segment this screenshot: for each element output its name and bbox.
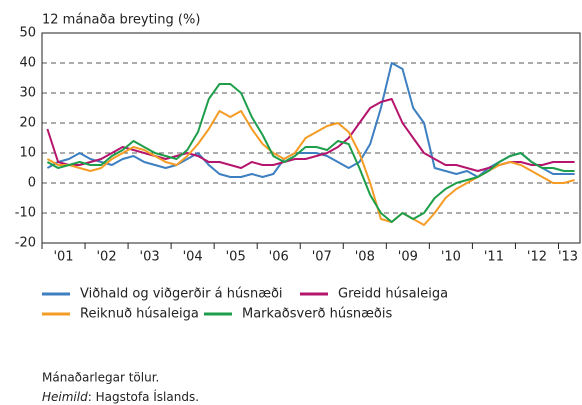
x-tick-label: '07 [312, 250, 332, 265]
x-tick-label: '06 [269, 250, 289, 265]
source: Heimild: Hagstofa Íslands. [42, 389, 199, 404]
y-tick-label: 10 [19, 146, 36, 161]
series-line [46, 83, 575, 223]
legend-label: Viðhald og viðgerðir á húsnæði [80, 287, 283, 302]
plot-frame [41, 32, 581, 244]
x-tick-label: '04 [183, 250, 203, 265]
y-axis-title: 12 mánaða breyting (%) [42, 13, 200, 28]
legend-label: Markaðsverð húsnæðis [242, 307, 392, 322]
source-text: : Hagstofa Íslands. [88, 389, 199, 404]
y-tick-label: 50 [19, 26, 36, 41]
y-tick-label: 40 [19, 56, 36, 71]
x-tick-label: '01 [53, 250, 73, 265]
x-tick-label: '09 [398, 250, 418, 265]
x-tick-label: '10 [441, 250, 461, 265]
legend-label: Reiknuð húsaleiga [80, 307, 199, 322]
x-tick-label: '05 [226, 250, 246, 265]
x-tick-label: '02 [96, 250, 116, 265]
series-line [46, 110, 575, 226]
legend-label: Greidd húsaleiga [338, 287, 448, 302]
y-tick-label: 30 [19, 86, 36, 101]
y-tick-label: 0 [28, 176, 36, 191]
x-tick-label: '12 [527, 250, 547, 265]
x-tick-label: '08 [355, 250, 375, 265]
x-tick-label: '03 [140, 250, 160, 265]
source-label: Heimild [42, 390, 88, 404]
series-line [46, 98, 575, 172]
x-tick-label: '11 [484, 250, 504, 265]
series-line [46, 62, 575, 178]
y-tick-label: 20 [19, 116, 36, 131]
note: Mánaðarlegar tölur. [42, 371, 159, 385]
y-tick-label: -10 [15, 206, 36, 221]
x-tick-label: '13 [558, 250, 578, 265]
y-tick-label: -20 [15, 236, 36, 251]
